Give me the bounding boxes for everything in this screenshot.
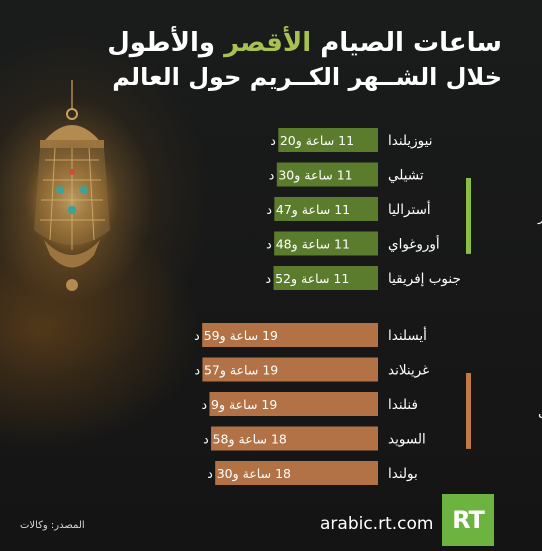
value-label: 11 ساعة و47 د: [266, 202, 350, 218]
chart-title: ساعات الصيام الأقصر والأطول: [107, 28, 502, 58]
country-label: أوروغواي: [388, 235, 440, 253]
country-label: بولندا: [388, 466, 418, 482]
rt-logo: RT: [442, 494, 494, 546]
group-label: الأطول: [538, 403, 542, 420]
value-label: 19 ساعة و57 د: [194, 363, 278, 379]
title-highlight: الأقصر: [224, 28, 312, 58]
value-label: 11 ساعة و30 د: [269, 168, 353, 184]
bar: [273, 266, 378, 290]
bar: [211, 426, 378, 451]
country-label: أيسلندا: [388, 326, 427, 344]
value-label: 11 ساعة و20 د: [270, 133, 354, 149]
source-note: المصدر: وكالات: [20, 520, 85, 531]
bar: [276, 162, 378, 187]
ramadan-lantern-icon: [24, 80, 120, 291]
bar: [202, 323, 378, 347]
group-bracket: [466, 178, 471, 254]
value-label: 11 ساعة و48 د: [266, 237, 350, 253]
country-label: نيوزيلندا: [388, 133, 432, 149]
bar: [202, 357, 378, 382]
country-label: فنلندا: [388, 397, 418, 413]
value-label: 11 ساعة و52 د: [266, 271, 350, 287]
country-label: جنوب إفريقيا: [388, 271, 461, 287]
country-label: السويد: [388, 432, 426, 448]
country-label: أستراليا: [388, 200, 431, 218]
bar: [274, 231, 378, 256]
group-bracket: [466, 373, 471, 449]
country-label: غرينلاند: [388, 363, 429, 379]
value-label: 19 ساعة و9 د: [201, 397, 277, 413]
value-label: 18 ساعة و30 د: [207, 466, 291, 482]
bar: [215, 461, 378, 485]
value-label: 19 ساعة و59 د: [194, 328, 278, 344]
chart-subtitle: خلال الشــهر الكــريم حول العالم: [112, 63, 502, 91]
bar: [278, 128, 378, 152]
site-url: arabic.rt.com: [320, 514, 434, 534]
bar: [274, 197, 378, 221]
value-label: 18 ساعة و58 د: [203, 432, 287, 448]
group-label: الأقصر: [537, 208, 542, 225]
bar: [209, 392, 378, 416]
country-label: تشيلي: [388, 168, 424, 184]
